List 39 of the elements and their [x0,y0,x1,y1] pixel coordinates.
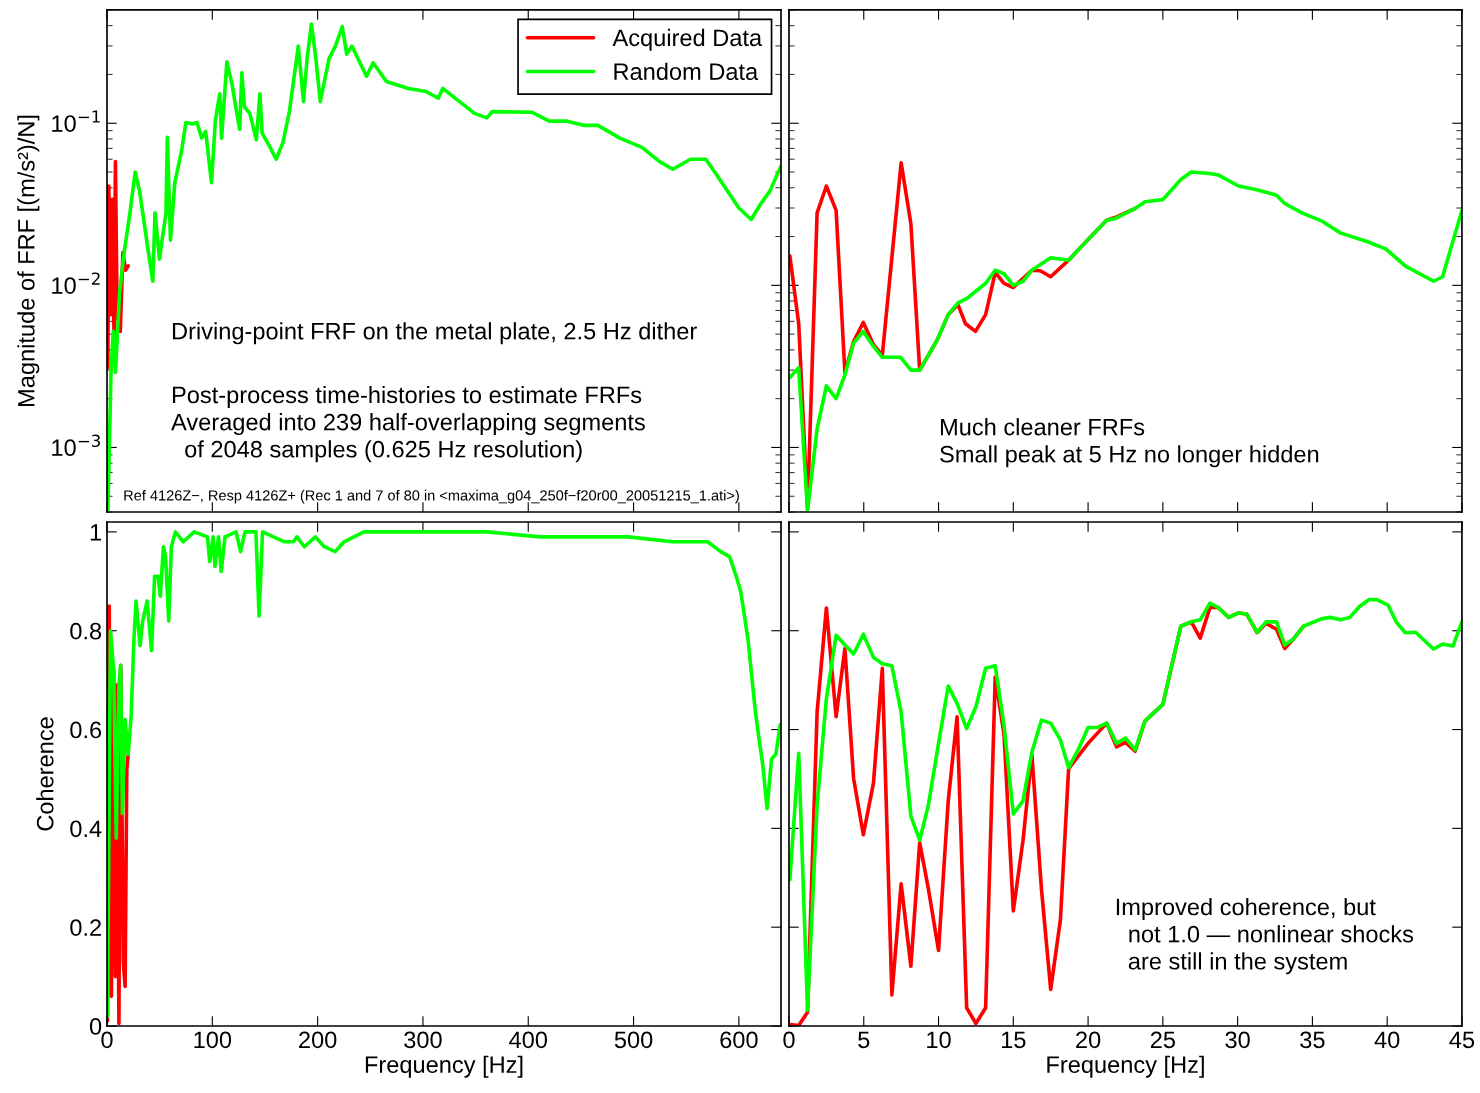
y-axis-title: Coherence [36,717,54,831]
x-tick-label: 35 [1300,1031,1325,1049]
annotation: Driving-point FRF on the metal plate, 2.5 Hz dither [172,322,697,345]
x-tick-label: 20 [1076,1031,1101,1049]
legend-label: Acquired Data [612,28,763,51]
x-axis-title: Frequency [Hz] [1047,1055,1204,1078]
x-tick-label: 10 [927,1031,951,1049]
y-tick-label: 0 [89,1018,102,1035]
x-tick-label: 200 [299,1031,337,1049]
x-tick-label: 5 [858,1031,870,1049]
annotation: Much cleaner FRFs Small peak at 5 Hz no longer hidden [940,418,1319,468]
x-tick-label: 15 [1001,1031,1026,1049]
x-tick-label: 25 [1150,1031,1175,1049]
x-tick-label: 400 [509,1031,548,1049]
y-tick-label: 0.8 [70,622,102,640]
annotation: Ref 4126Z−, Resp 4126Z+ (Rec 1 and 7 of 80 in <maxima_g04_250f−f20r00_20051215_1.ati>) [124,489,739,504]
y-tick-label: 1 [90,524,101,541]
line-series [107,159,130,370]
x-tick-label: 500 [614,1031,653,1049]
y-tick-label: 0.6 [70,721,102,739]
legend-label: Random Data [614,62,759,80]
y-tick-label: 10$^{−2}$ [52,272,100,294]
y-tick-label: 0.4 [70,820,102,838]
y-tick-label: 10$^{−3}$ [52,434,100,457]
x-tick-label: 45 [1449,1031,1475,1049]
x-tick-label: 300 [404,1031,442,1049]
x-tick-label: 30 [1225,1031,1250,1049]
x-tick-label: 40 [1374,1031,1400,1049]
annotation: Improved coherence, but not 1.0 — nonlinear shocks are still in the system [1116,897,1414,975]
x-tick-label: 100 [194,1031,232,1049]
y-tick-label: 10$^{−1}$ [52,110,100,132]
x-tick-label: 0 [783,1031,795,1049]
x-axis-title: Frequency [Hz] [365,1055,523,1078]
x-tick-label: 0 [101,1031,113,1049]
annotation: Post-process time-histories to estimate FRFs Averaged into 239 half-overlapping segments of 2048 samples (0.625 Hz resolution) [171,385,645,463]
x-tick-label: 600 [720,1031,758,1049]
y-axis-title: Magnitude of FRF [(m/s²)/N] [17,115,40,406]
line-series [107,530,781,1018]
y-tick-label: 0.2 [70,919,101,936]
